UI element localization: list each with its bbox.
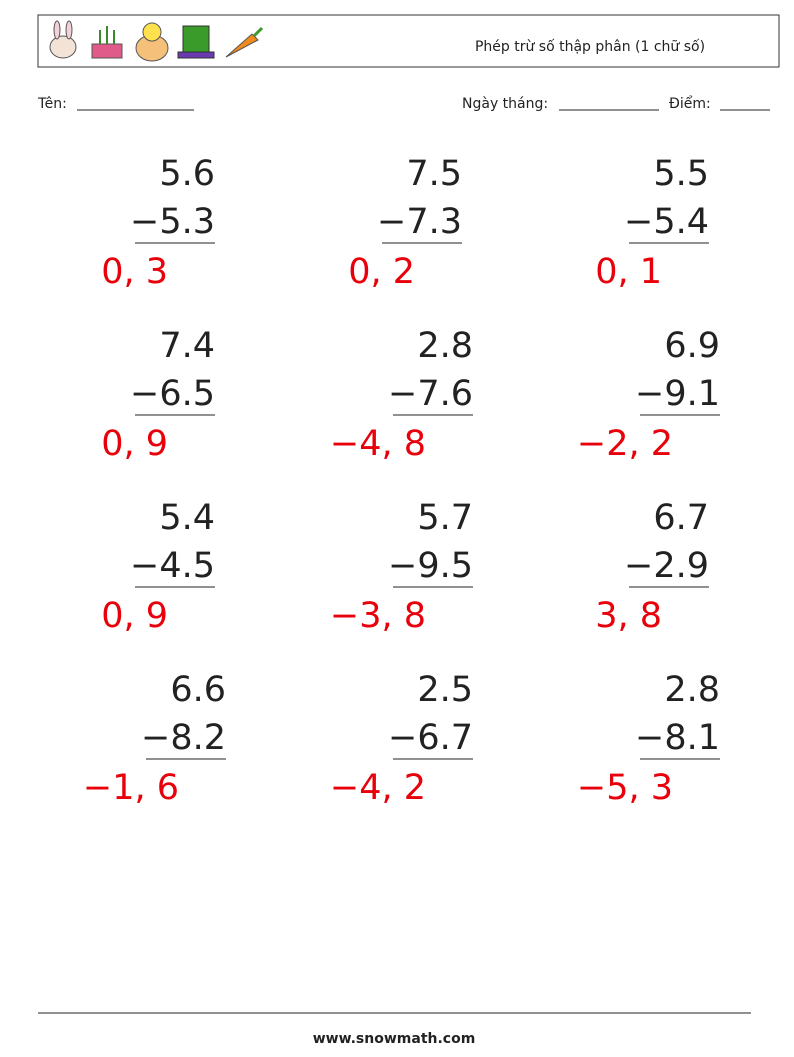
subtrahend: −9.1	[635, 374, 720, 414]
score-label: Điểm:	[669, 95, 711, 112]
minuend: 2.8	[417, 326, 473, 366]
date-label: Ngày tháng:	[462, 96, 548, 112]
answer: 0, 3	[101, 252, 168, 292]
footer-site: www.snowmath.com	[313, 1031, 476, 1047]
minuend: 6.6	[170, 670, 226, 710]
name-label: Tên:	[37, 96, 67, 112]
title: Phép trừ số thập phân (1 chữ số)	[475, 38, 705, 55]
subtrahend: −6.5	[130, 374, 215, 414]
minuend: 5.6	[159, 154, 215, 194]
subtrahend: −6.7	[388, 718, 473, 758]
subtrahend: −8.2	[141, 718, 226, 758]
subtrahend: −2.9	[624, 546, 709, 586]
minuend: 5.7	[417, 498, 473, 538]
subtrahend: −7.6	[388, 374, 473, 414]
minuend: 2.5	[417, 670, 473, 710]
answer: 0, 1	[595, 252, 662, 292]
subtrahend: −7.3	[377, 202, 462, 242]
minuend: 7.5	[406, 154, 462, 194]
header-box	[37, 14, 780, 68]
subtrahend: −4.5	[130, 546, 215, 586]
answer: −4, 8	[330, 424, 426, 464]
problems: 5.6 −5.3 0, 3 7.5 −7.3 0, 2 5.5 −5.4 0, 1 7.4 −6.5…	[83, 154, 720, 808]
answer: −4, 2	[330, 768, 426, 808]
minuend: 5.5	[653, 154, 709, 194]
subtrahend: −5.3	[130, 202, 215, 242]
minuend: 6.9	[664, 326, 720, 366]
answer: −2, 2	[577, 424, 673, 464]
subtrahend: −9.5	[388, 546, 473, 586]
answer: −1, 6	[83, 768, 179, 808]
icons	[49, 20, 264, 62]
minuend: 5.4	[159, 498, 215, 538]
minuend: 6.7	[653, 498, 709, 538]
answer: −3, 8	[330, 596, 426, 636]
answer: −5, 3	[577, 768, 673, 808]
subtrahend: −5.4	[624, 202, 709, 242]
answer: 0, 9	[101, 596, 168, 636]
subtrahend: −8.1	[635, 718, 720, 758]
answer: 3, 8	[595, 596, 662, 636]
answer: 0, 2	[348, 252, 415, 292]
minuend: 7.4	[159, 326, 215, 366]
answer: 0, 9	[101, 424, 168, 464]
minuend: 2.8	[664, 670, 720, 710]
